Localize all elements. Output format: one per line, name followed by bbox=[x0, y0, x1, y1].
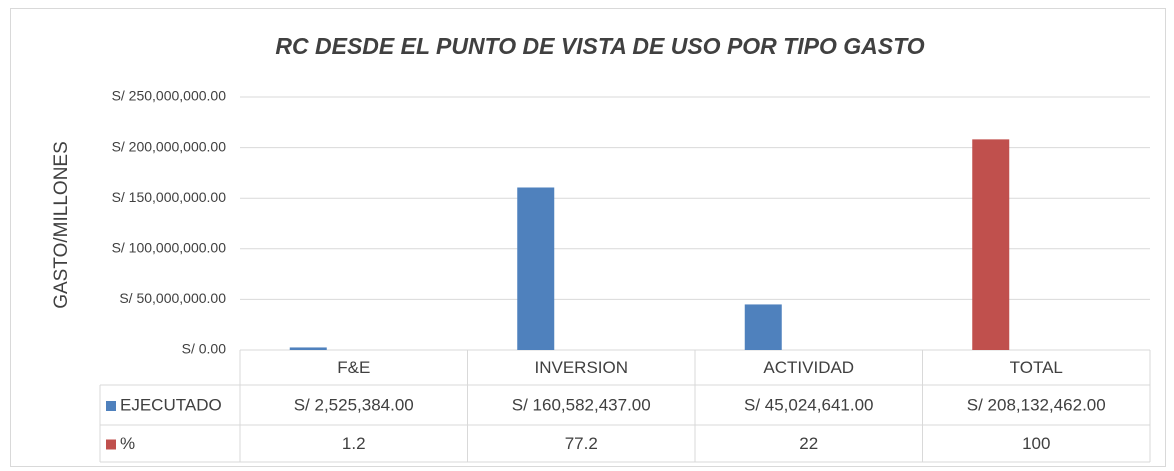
chart-title: RC DESDE EL PUNTO DE VISTA DE USO POR TI… bbox=[275, 33, 924, 59]
y-tick-label: S/ 250,000,000.00 bbox=[112, 88, 227, 104]
y-axis-label: GASTO/MILLONES bbox=[51, 141, 72, 309]
y-tick-label: S/ 150,000,000.00 bbox=[112, 189, 227, 205]
legend-key bbox=[106, 439, 116, 450]
legend-key bbox=[106, 401, 116, 411]
legend-label: % bbox=[120, 434, 135, 453]
x-tick-label: INVERSION bbox=[534, 358, 628, 377]
y-tick-label: S/ 50,000,000.00 bbox=[119, 290, 226, 306]
x-tick-label: ACTIVIDAD bbox=[763, 358, 854, 377]
table-value: 100 bbox=[1022, 434, 1050, 453]
x-tick-label: TOTAL bbox=[1010, 358, 1063, 377]
table-value: S/ 2,525,384.00 bbox=[294, 395, 414, 414]
table-value: 77.2 bbox=[565, 434, 598, 453]
y-tick-label: S/ 0.00 bbox=[182, 341, 227, 357]
bar bbox=[517, 187, 555, 350]
y-tick-label: S/ 100,000,000.00 bbox=[112, 240, 227, 256]
bar bbox=[744, 304, 782, 350]
table-value: 22 bbox=[799, 434, 818, 453]
y-tick-label: S/ 200,000,000.00 bbox=[112, 138, 227, 154]
table-value: S/ 208,132,462.00 bbox=[967, 395, 1106, 414]
table-value: S/ 160,582,437.00 bbox=[512, 395, 651, 414]
table-value: S/ 45,024,641.00 bbox=[744, 395, 874, 414]
bar bbox=[972, 139, 1010, 350]
legend-label: EJECUTADO bbox=[120, 395, 222, 414]
table-value: 1.2 bbox=[342, 434, 366, 453]
x-tick-label: F&E bbox=[337, 358, 370, 377]
bar bbox=[289, 347, 327, 350]
